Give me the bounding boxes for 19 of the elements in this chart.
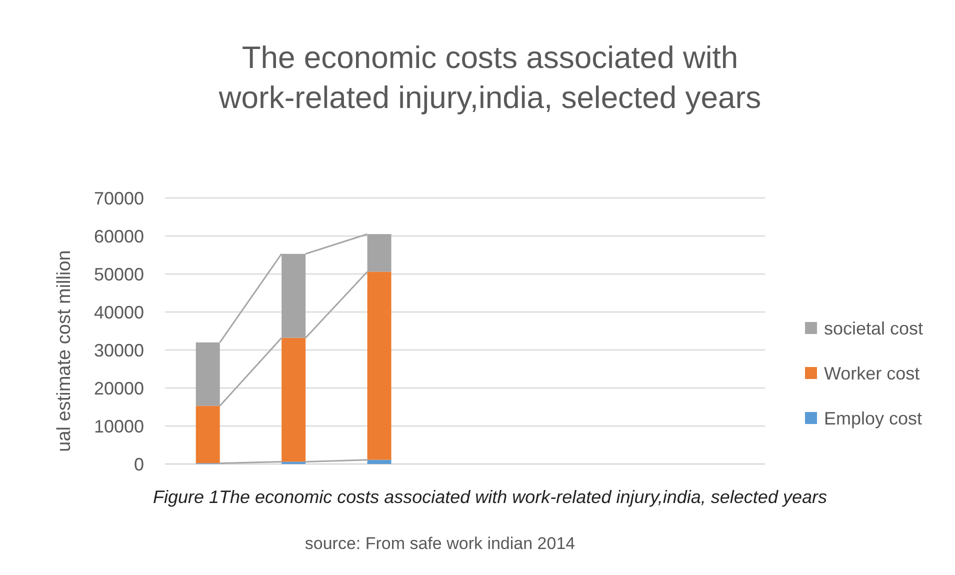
bar — [367, 272, 392, 460]
y-tick-label: 40000 — [94, 302, 144, 322]
y-tick-label: 0 — [134, 454, 144, 474]
bar — [282, 338, 306, 462]
legend-label: Employ cost — [824, 408, 922, 428]
bar — [196, 406, 220, 464]
chart-title: The economic costs associated with work-related injury,india, selected years — [218, 40, 762, 115]
source-note: source: From safe work indian 2014 — [304, 534, 576, 553]
y-tick-label: 20000 — [94, 378, 144, 398]
y-tick-label: 30000 — [94, 340, 144, 360]
caption: Figure 1The economic costs associated with work-related injury,india, selected years — [153, 487, 827, 507]
y-tick-label: 60000 — [94, 226, 144, 246]
bar — [367, 460, 392, 464]
y-axis-title: ual estimate cost million — [54, 250, 75, 452]
y-tick-label: 10000 — [94, 416, 144, 436]
y-tick-label: 50000 — [94, 264, 144, 284]
legend-label: Worker cost — [824, 363, 920, 384]
legend-label: societal cost — [824, 318, 924, 338]
y-tick-label: 70000 — [94, 188, 144, 208]
